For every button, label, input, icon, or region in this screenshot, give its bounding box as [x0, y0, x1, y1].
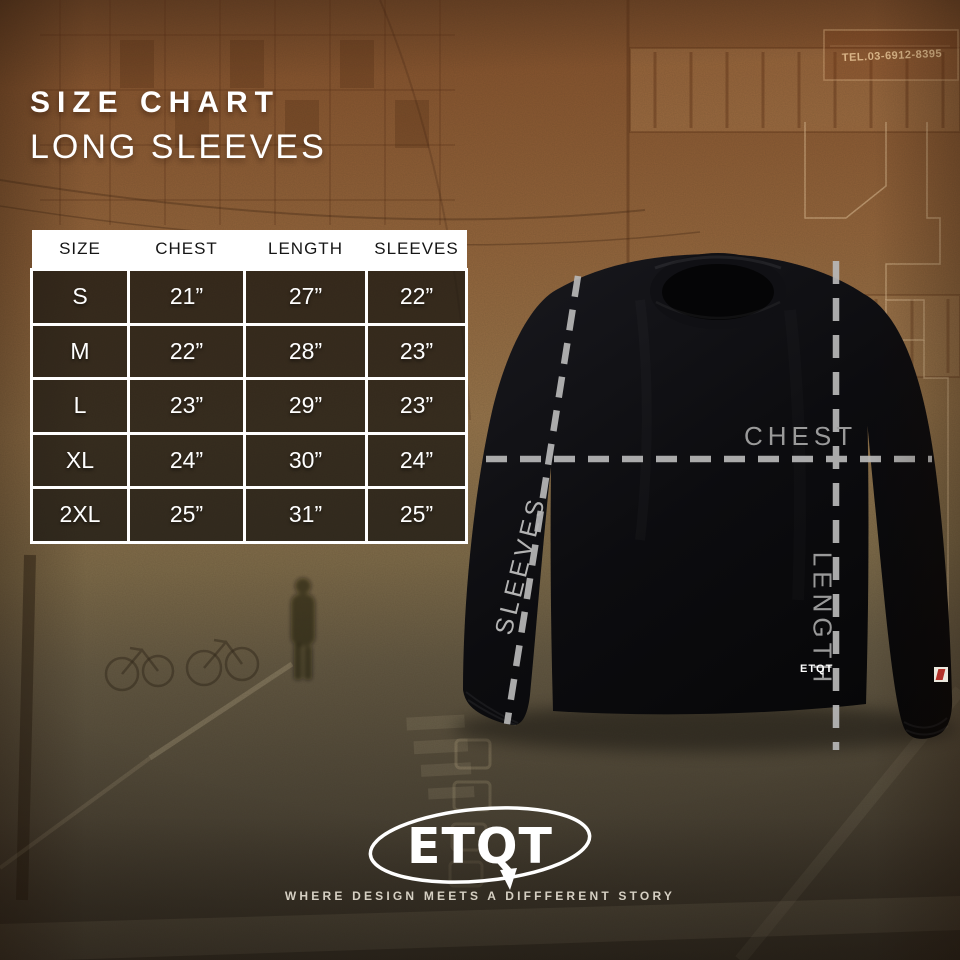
page-subtitle: LONG SLEEVES	[30, 128, 327, 166]
cuff-brand-patch	[934, 667, 948, 682]
cuff-ribbing	[465, 691, 949, 736]
chest-measurement-label: CHEST	[744, 421, 858, 451]
size-chart-table: SIZE CHEST LENGTH SLEEVES S 21” 27” 22” …	[30, 230, 468, 544]
brand-logo-text: ETQT	[407, 817, 553, 875]
column-header-sleeves: SLEEVES	[366, 230, 467, 270]
shirt-shadow	[453, 704, 957, 752]
chest-cell: 24”	[127, 431, 246, 489]
length-cell: 28”	[243, 322, 368, 380]
table-row: 2XL 25” 31” 25”	[30, 486, 468, 544]
poster-title: SIZE CHART LONG SLEEVES	[30, 86, 327, 166]
length-cell: 30”	[243, 431, 368, 489]
size-cell: S	[30, 268, 130, 326]
chest-cell: 23”	[127, 377, 246, 435]
column-header-size: SIZE	[31, 230, 129, 270]
length-cell: 27”	[243, 268, 368, 326]
sleeves-cell: 23”	[365, 377, 468, 435]
size-cell: 2XL	[30, 486, 130, 544]
column-header-length: LENGTH	[244, 230, 367, 270]
size-chart-header-row: SIZE CHEST LENGTH SLEEVES	[31, 230, 467, 270]
column-header-chest: CHEST	[128, 230, 245, 270]
logo-speech-tail	[500, 868, 517, 890]
length-measurement-label: LENGTH	[807, 551, 838, 688]
table-row: S 21” 27” 22”	[30, 268, 468, 326]
size-cell: L	[30, 377, 130, 435]
size-cell: XL	[30, 431, 130, 489]
table-row: L 23” 29” 23”	[30, 377, 468, 435]
sleeves-dash-line	[503, 275, 582, 725]
shirt-hem-brand-tag: ETQT	[800, 663, 834, 675]
table-row: XL 24” 30” 24”	[30, 431, 468, 489]
cuff-patch-red-mark	[935, 669, 946, 680]
shirt-right-sleeve	[862, 294, 953, 739]
long-sleeve-shirt-illustration	[453, 253, 957, 752]
sleeves-cell: 23”	[365, 322, 468, 380]
sleeves-cell: 24”	[365, 431, 468, 489]
length-cell: 29”	[243, 377, 368, 435]
size-cell: M	[30, 322, 130, 380]
brand-tagline: WHERE DESIGN MEETS A DIFFFERENT STORY	[284, 889, 676, 903]
chest-cell: 21”	[127, 268, 246, 326]
page-title: SIZE CHART	[30, 86, 280, 119]
shirt-left-sleeve	[463, 290, 559, 725]
measurement-dash-lines	[486, 261, 932, 750]
table-row: M 22” 28” 23”	[30, 322, 468, 380]
shirt-body	[550, 254, 869, 715]
length-cell: 31”	[243, 486, 368, 544]
chest-cell: 22”	[127, 322, 246, 380]
chest-cell: 25”	[127, 486, 246, 544]
sleeves-cell: 22”	[365, 268, 468, 326]
brand-logo-ellipse	[368, 806, 592, 890]
brand-logo: ETQT	[360, 800, 600, 892]
collar-opening	[662, 264, 774, 320]
sleeves-cell: 25”	[365, 486, 468, 544]
